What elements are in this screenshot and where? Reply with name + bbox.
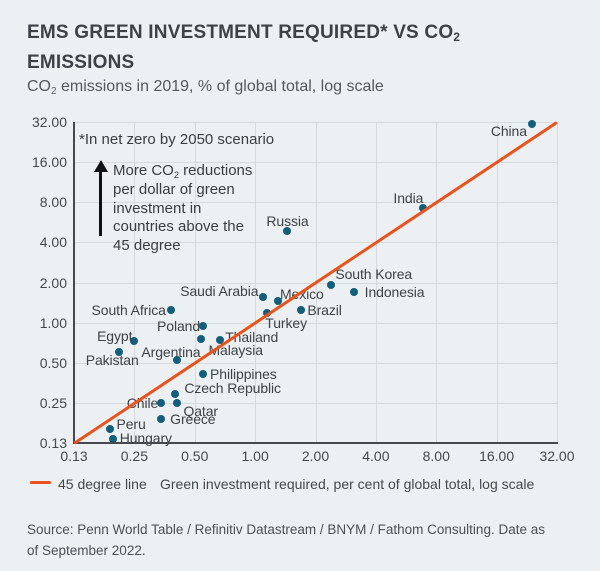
south-korea-dot [327, 281, 336, 290]
south-africa-dot [166, 305, 175, 314]
x-tick-label: 0.13 [60, 448, 88, 464]
legend-line-label: 45 degree line [58, 476, 147, 492]
title-line2: EMISSIONS [27, 52, 135, 73]
indonesia-label: Indonesia [364, 283, 425, 300]
argentina-dot [173, 356, 182, 365]
y-tick-label: 16.00 [31, 154, 67, 171]
y-tick-label: 8.00 [39, 194, 67, 211]
czech-republic-label: Czech Republic [184, 380, 281, 397]
gridline-horizontal [74, 362, 557, 364]
up-arrow-head-icon [93, 160, 108, 172]
egypt-dot [130, 336, 139, 345]
saudi-arabia-dot [259, 293, 268, 302]
czech-republic-dot [171, 390, 180, 399]
y-tick-label: 0.13 [39, 435, 67, 451]
x-tick-label: 0.50 [181, 448, 209, 464]
x-tick-label: 1.00 [241, 448, 269, 464]
arrow-annotation: More CO2 reductions per dollar of green … [113, 162, 252, 255]
egypt-label: Egypt [97, 327, 133, 344]
arrow-annotation-line1: More CO2 reductions [113, 162, 253, 180]
y-tick-label: 32.00 [31, 114, 67, 130]
y-tick-label: 0.50 [39, 354, 67, 371]
title-subscript: 2 [453, 31, 461, 45]
chile-label: Chile [126, 394, 159, 411]
china-dot [527, 119, 536, 128]
south-korea-label: South Korea [335, 266, 413, 283]
title-line1: EMS GREEN INVESTMENT REQUIRED* VS CO [27, 22, 454, 43]
gridline-vertical [436, 122, 438, 443]
argentina-label: Argentina [141, 344, 201, 361]
philippines-label: Philippines [210, 366, 277, 383]
qatar-dot [173, 398, 182, 407]
peru-dot [106, 424, 115, 433]
footnote: *In net zero by 2050 scenario [79, 131, 275, 148]
greece-label: Greece [170, 410, 216, 427]
chile-dot [157, 398, 166, 407]
gridline-horizontal [74, 402, 557, 404]
poland-label: Poland [157, 318, 201, 335]
south-africa-label: South Africa [91, 301, 166, 318]
china-label: China [490, 122, 527, 139]
philippines-dot [199, 370, 208, 379]
y-tick-label: 2.00 [39, 274, 67, 291]
legend-line-swatch [30, 481, 51, 484]
y-axis-line [73, 122, 75, 444]
brazil-label: Brazil [307, 301, 342, 318]
gridline-vertical [557, 122, 558, 443]
arrow-annotation-rest: per dollar of green investment in countr… [113, 181, 244, 254]
malaysia-dot [197, 335, 206, 344]
x-tick-label: 4.00 [362, 448, 390, 464]
chart-subtitle: CO2 emissions in 2019, % of global total… [27, 78, 384, 97]
x-tick-label: 16.00 [479, 448, 515, 464]
y-tick-label: 4.00 [39, 234, 67, 251]
x-tick-label: 8.00 [422, 448, 450, 464]
india-label: India [393, 189, 424, 206]
hungary-dot [108, 434, 117, 443]
mexico-dot [273, 297, 282, 306]
hungary-label: Hungary [119, 429, 172, 446]
brazil-dot [297, 305, 306, 314]
x-axis-title: Green investment required, per cent of g… [160, 476, 535, 492]
gridline-horizontal [74, 322, 557, 324]
y-tick-label: 1.00 [39, 314, 67, 331]
peru-label: Peru [116, 415, 146, 432]
saudi-arabia-label: Saudi Arabia [180, 283, 259, 300]
russia-dot [283, 226, 292, 235]
up-arrow-icon [99, 171, 102, 236]
qatar-label: Qatar [183, 402, 218, 419]
malaysia-label: Malaysia [208, 342, 263, 359]
gridline-vertical [375, 122, 377, 443]
x-axis-line [73, 442, 558, 444]
india-dot [419, 203, 428, 212]
x-tick-label: 2.00 [301, 448, 330, 464]
page-title: EMS GREEN INVESTMENT REQUIRED* VS CO2 EMI… [27, 19, 460, 77]
russia-label: Russia [266, 212, 309, 229]
x-tick-label: 32.00 [539, 448, 575, 464]
pakistan-dot [115, 348, 124, 357]
gridline-vertical [496, 122, 498, 443]
y-tick-label: 0.25 [39, 394, 67, 411]
poland-dot [199, 322, 208, 331]
indonesia-dot [349, 287, 358, 296]
pakistan-label: Pakistan [85, 352, 139, 369]
thailand-dot [216, 336, 225, 345]
turkey-label: Turkey [265, 315, 307, 332]
source-note: Source: Penn World Table / Refinitiv Dat… [27, 522, 545, 558]
x-tick-label: 0.25 [120, 448, 148, 464]
greece-dot [157, 414, 166, 423]
